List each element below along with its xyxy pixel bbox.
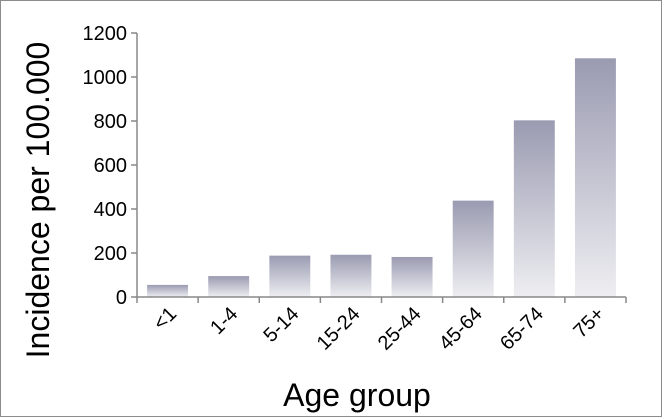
y-axis-title: Incidence per 100.000: [20, 42, 56, 359]
bar-6: [513, 120, 555, 297]
x-tick-label-1: 1-4: [206, 303, 242, 339]
x-axis-title: Age group: [283, 377, 431, 413]
bar-4: [391, 256, 433, 297]
y-tick-label-2: 400: [94, 199, 127, 221]
x-tick-label-3: 15-24: [313, 303, 365, 355]
bars-group: [147, 58, 616, 297]
x-tick-label-4: 25-44: [374, 303, 426, 355]
bar-1: [208, 276, 250, 297]
x-tick-label-0: <1: [149, 303, 181, 335]
bar-5: [452, 200, 494, 297]
y-tick-label-0: 0: [116, 287, 127, 309]
bar-0: [147, 284, 189, 297]
x-tick-label-6: 65-74: [496, 303, 548, 355]
x-tick-label-7: 75+: [569, 303, 609, 343]
y-tick-labels: 0 200 400 600 800 1000 1200: [83, 23, 128, 309]
x-tick-labels: <1 1-4 5-14 15-24 25-44 45-64 65-74 75+: [149, 303, 609, 355]
bar-7: [574, 58, 616, 297]
y-tick-label-1: 200: [94, 243, 127, 265]
y-tick-label-4: 800: [94, 111, 127, 133]
y-tick-label-5: 1000: [83, 67, 128, 89]
bar-2: [269, 255, 311, 297]
bar-3: [330, 254, 372, 297]
x-tick-label-2: 5-14: [259, 303, 303, 347]
y-tick-label-3: 600: [94, 155, 127, 177]
axes-group: [131, 32, 627, 303]
y-tick-label-6: 1200: [83, 23, 128, 45]
x-tick-label-5: 45-64: [435, 303, 487, 355]
